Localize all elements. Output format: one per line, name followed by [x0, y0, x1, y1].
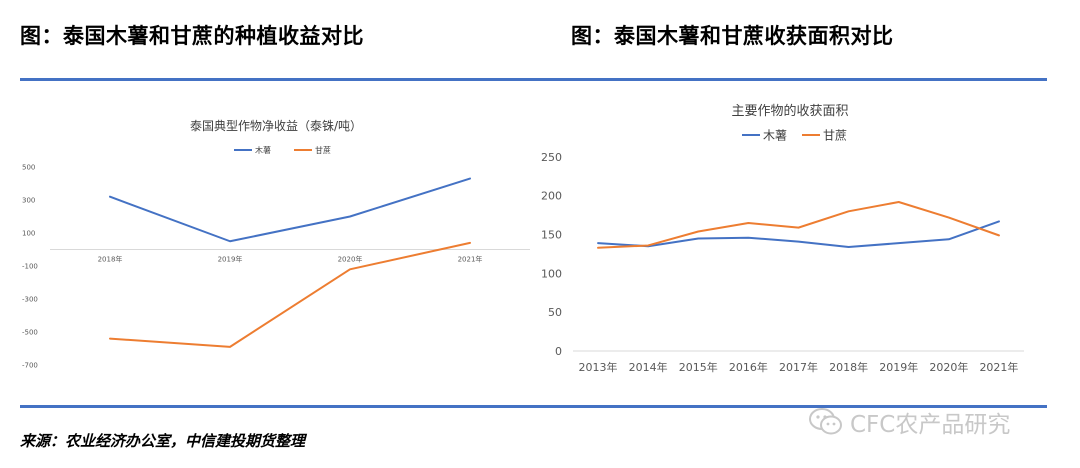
legend-label-2: 甘蔗	[315, 145, 331, 155]
y-tick-label: 50	[548, 306, 562, 319]
left-figure-title: 图：泰国木薯和甘蔗的种植收益对比	[20, 24, 364, 48]
y-tick-label: 150	[541, 228, 562, 241]
y-tick-label: 100	[22, 229, 35, 237]
x-tick-label: 2018年	[98, 255, 123, 264]
y-tick-label: -500	[22, 328, 38, 336]
chart-title: 主要作物的收获面积	[731, 103, 848, 119]
x-tick-label: 2018年	[829, 360, 868, 374]
y-tick-label: 200	[541, 190, 562, 203]
top-divider	[20, 78, 1047, 81]
x-tick-label: 2013年	[579, 360, 618, 374]
wechat-icon	[809, 408, 842, 435]
x-tick-label: 2019年	[879, 360, 918, 374]
watermark-text: CFC农产品研究	[850, 412, 1011, 438]
y-tick-label: -300	[22, 295, 38, 303]
y-tick-label: 100	[541, 267, 562, 280]
y-tick-label: -700	[22, 361, 38, 369]
x-tick-label: 2020年	[338, 255, 363, 264]
series-line-1	[109, 177, 471, 243]
x-tick-label: 2015年	[679, 360, 718, 374]
series-line-2	[597, 201, 1000, 249]
legend-label-2: 甘蔗	[823, 129, 847, 143]
y-tick-label: 0	[555, 345, 562, 358]
x-tick-label: 2021年	[458, 255, 483, 264]
bottom-divider	[20, 405, 1047, 408]
y-tick-label: 300	[22, 196, 35, 204]
source-note: 来源：农业经济办公室，中信建投期货整理	[20, 432, 306, 450]
x-tick-label: 2019年	[218, 255, 243, 264]
series-line-2	[109, 241, 471, 348]
x-tick-label: 2016年	[729, 360, 768, 374]
chart-title: 泰国典型作物净收益（泰铢/吨）	[190, 118, 362, 133]
watermark: CFC农产品研究	[808, 404, 1010, 440]
x-tick-label: 2020年	[929, 360, 968, 374]
x-tick-label: 2017年	[779, 360, 818, 374]
x-tick-label: 2021年	[979, 360, 1018, 374]
x-tick-label: 2014年	[629, 360, 668, 374]
series-line-1	[597, 220, 1000, 249]
legend-label-1: 木薯	[255, 145, 271, 155]
right-figure-title: 图：泰国木薯和甘蔗收获面积对比	[571, 24, 894, 48]
y-tick-label: 500	[22, 163, 35, 171]
y-tick-label: 250	[541, 151, 562, 164]
net-income-chart: 泰国典型作物净收益（泰铢/吨） 木薯 甘蔗 500 300 100 -100 -300 -500…	[22, 118, 530, 369]
legend-label-1: 木薯	[763, 129, 787, 143]
y-tick-label: -100	[22, 262, 38, 270]
